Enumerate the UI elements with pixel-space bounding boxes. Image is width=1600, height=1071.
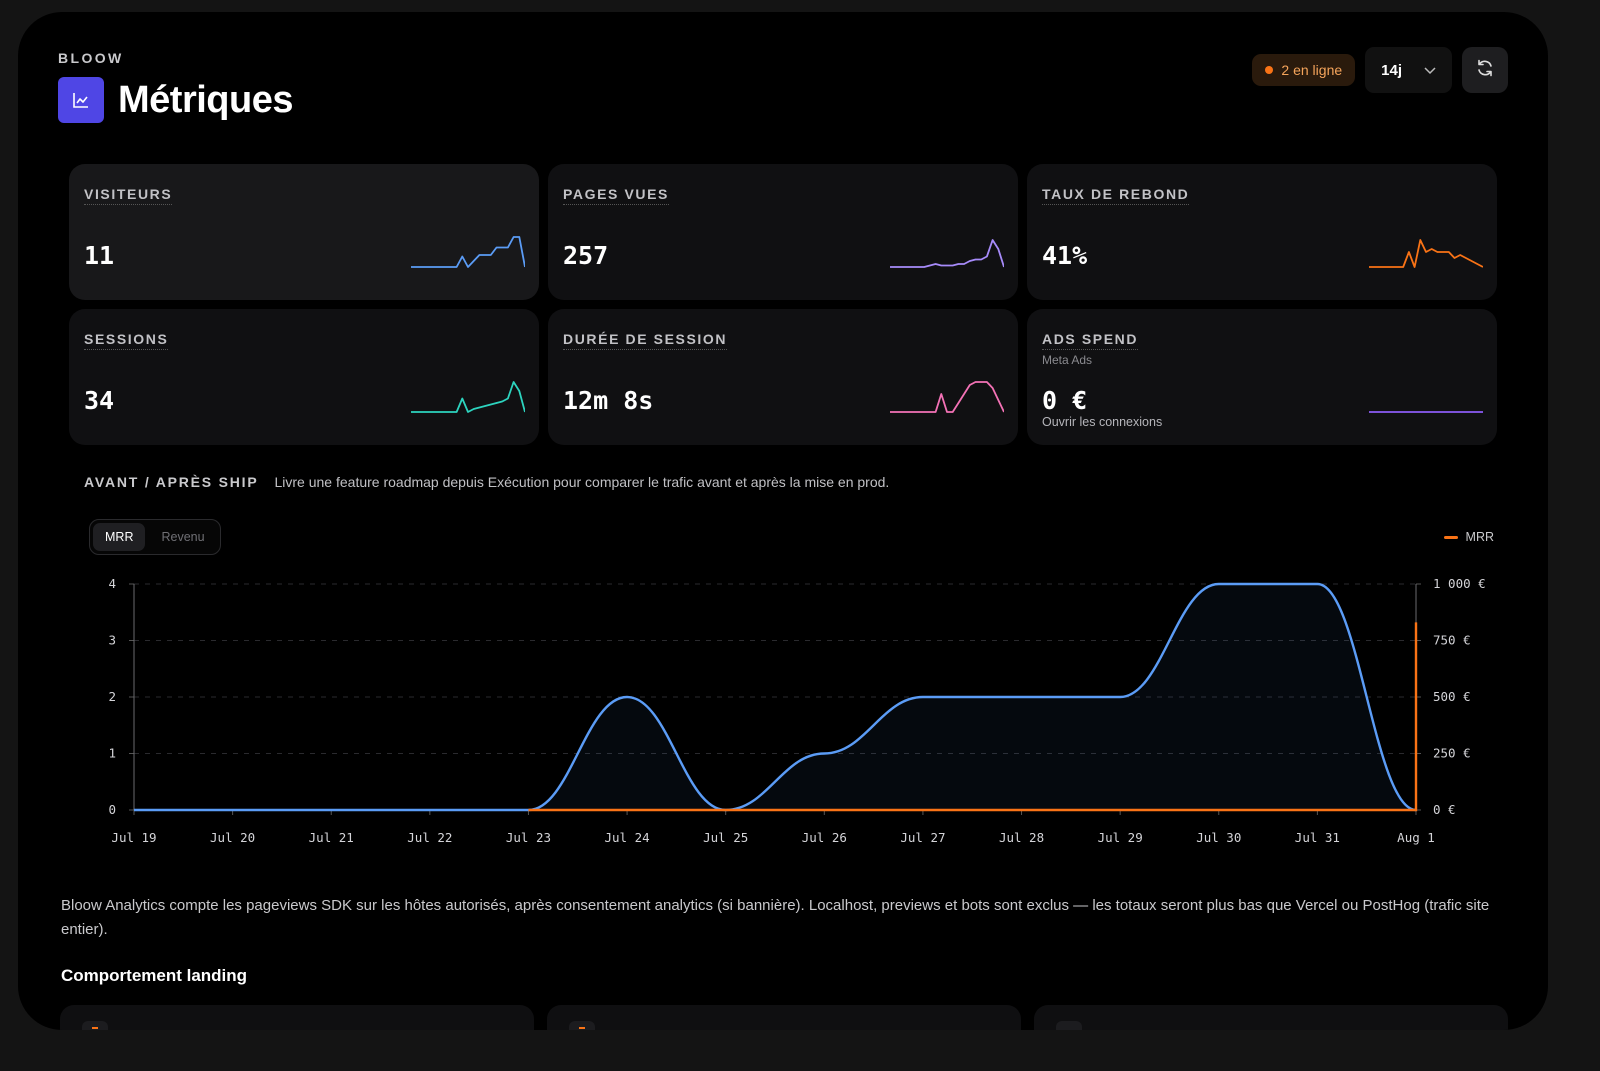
x-tick-label: Jul 29	[1098, 830, 1143, 845]
x-tick-label: Jul 22	[407, 830, 452, 845]
y-right-tick-label: 250 €	[1433, 746, 1471, 761]
metric-card-visiteurs[interactable]: VISITEURS 11	[69, 164, 539, 300]
legend-swatch	[1443, 535, 1458, 539]
metric-label: VISITEURS	[84, 186, 173, 205]
y-right-tick-label: 1 000 €	[1433, 576, 1486, 591]
x-tick-label: Jul 28	[999, 830, 1044, 845]
card-icon	[1056, 1021, 1082, 1030]
y-right-tick-label: 750 €	[1433, 633, 1471, 648]
x-tick-label: Jul 25	[703, 830, 748, 845]
page-title: Métriques	[118, 78, 293, 121]
page-header: Métriques	[58, 77, 293, 123]
metric-cards: VISITEURS 11 PAGES VUES 257 TAUX DE REBO…	[69, 164, 1497, 445]
landing-card[interactable]	[1034, 1005, 1508, 1030]
y-right-tick-label: 500 €	[1433, 689, 1471, 704]
app-frame: BLOOW Métriques 2 en ligne 14j VISITEURS…	[18, 12, 1548, 1030]
sparkline-path	[411, 236, 525, 268]
metric-label: DURÉE DE SESSION	[563, 331, 728, 350]
online-badge: 2 en ligne	[1252, 54, 1356, 86]
sparkline-path	[890, 381, 1004, 413]
ship-description: Livre une feature roadmap depuis Exécuti…	[274, 474, 890, 490]
brand-name: BLOOW	[58, 50, 124, 66]
metric-label: ADS SPEND	[1042, 331, 1139, 350]
sparkline	[890, 381, 1004, 413]
y-left-tick-label: 1	[108, 746, 116, 761]
series-line	[133, 582, 1417, 812]
sparkline	[411, 381, 525, 413]
metric-value: 0 €	[1042, 386, 1088, 415]
metric-card-taux-de-rebond[interactable]: TAUX DE REBOND 41%	[1027, 164, 1497, 300]
metric-card-ads-spend[interactable]: ADS SPEND Meta Ads 0 € Ouvrir les connex…	[1027, 309, 1497, 445]
landing-cards	[60, 1005, 1508, 1030]
sparkline-path	[411, 381, 525, 413]
landing-card[interactable]	[60, 1005, 534, 1030]
metric-value: 257	[563, 241, 609, 270]
x-tick-label: Jul 31	[1295, 830, 1340, 845]
section-title: Comportement landing	[61, 966, 248, 985]
x-tick-label: Jul 21	[309, 830, 354, 845]
metric-value: 41%	[1042, 241, 1088, 270]
x-tick-label: Jul 24	[604, 830, 649, 845]
toggle-mrr[interactable]: MRR	[93, 523, 146, 551]
sparkline	[1369, 239, 1483, 268]
refresh-button[interactable]	[1462, 47, 1508, 93]
series-line-mrr	[528, 622, 1418, 812]
ship-header: AVANT / APRÈS SHIP Livre une feature roa…	[84, 474, 889, 490]
y-left-tick-label: 3	[108, 633, 116, 648]
metric-card-sessions[interactable]: SESSIONS 34	[69, 309, 539, 445]
metric-value: 34	[84, 386, 115, 415]
open-connections-link[interactable]: Ouvrir les connexions	[1042, 415, 1163, 429]
toggle-revenu[interactable]: Revenu	[161, 530, 205, 544]
online-badge-label: 2 en ligne	[1281, 62, 1343, 78]
online-dot	[1265, 66, 1274, 74]
metric-value: 11	[84, 241, 115, 270]
sparkline	[411, 236, 525, 268]
card-icon	[569, 1021, 595, 1030]
x-tick-label: Jul 19	[111, 830, 156, 845]
refresh-icon	[1475, 58, 1495, 83]
ship-label: AVANT / APRÈS SHIP	[84, 474, 259, 490]
metric-label: SESSIONS	[84, 331, 169, 350]
line-chart-icon	[58, 77, 104, 123]
x-tick-label: Jul 23	[506, 830, 551, 845]
sparkline-path	[1369, 239, 1483, 268]
card-icon	[82, 1021, 108, 1030]
x-tick-label: Aug 1	[1397, 830, 1435, 845]
metric-card-pages-vues[interactable]: PAGES VUES 257	[548, 164, 1018, 300]
chevron-down-icon	[1424, 62, 1436, 79]
y-left-tick-label: 2	[108, 689, 116, 704]
analytics-footnote: Bloow Analytics compte les pageviews SDK…	[61, 897, 1490, 938]
metric-card-duree-de-session[interactable]: DURÉE DE SESSION 12m 8s	[548, 309, 1018, 445]
chart-metric-toggle: MRR Revenu	[89, 519, 221, 555]
landing-card[interactable]	[547, 1005, 1021, 1030]
metric-label: PAGES VUES	[563, 186, 669, 205]
sparkline	[890, 239, 1004, 268]
metric-label: TAUX DE REBOND	[1042, 186, 1190, 205]
series-area	[134, 584, 1416, 810]
x-tick-label: Jul 26	[802, 830, 847, 845]
y-left-tick-label: 4	[108, 576, 116, 591]
period-select[interactable]: 14j	[1365, 47, 1452, 93]
sparkline	[1369, 411, 1483, 413]
y-left-tick-label: 0	[108, 802, 116, 817]
y-right-tick-label: 0 €	[1433, 802, 1456, 817]
header-controls: 2 en ligne 14j	[1252, 47, 1508, 93]
chart-legend: MRR	[1443, 530, 1494, 544]
period-select-value: 14j	[1381, 61, 1402, 79]
metric-sublabel: Meta Ads	[1042, 353, 1093, 367]
x-tick-label: Jul 30	[1196, 830, 1241, 845]
legend-label: MRR	[1465, 530, 1494, 544]
x-tick-label: Jul 27	[900, 830, 945, 845]
metric-value: 12m 8s	[563, 386, 654, 415]
sparkline-path	[890, 239, 1004, 268]
x-tick-label: Jul 20	[210, 830, 255, 845]
